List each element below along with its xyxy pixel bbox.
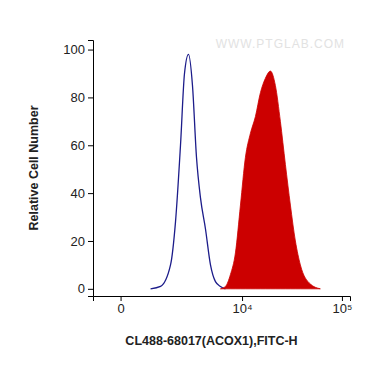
watermark: WWW.PTGLAB.COM [216,37,345,51]
y-tick-mark [88,289,93,290]
y-tick: 80 [71,90,93,105]
x-axis: 0 10⁴ 10⁵ [94,296,353,316]
x-axis-title: CL488-68017(ACOX1),FITC-H [125,334,297,348]
plot-area [151,54,321,288]
y-axis-line [88,41,94,297]
x-tick: 0 [117,296,124,316]
y-tick-label: 0 [78,281,85,296]
y-tick: 60 [71,138,93,153]
chart: WWW.PTGLAB.COM 0 10⁴ 10⁵ 0 20 40 60 80 100 CL488-6… [0,0,370,367]
y-tick: 40 [71,186,93,201]
y-axis-title: Relative Cell Number [27,105,41,230]
histogram-area [220,71,320,289]
x-tick-label: 0 [117,301,124,316]
y-tick: 0 [78,281,93,296]
y-axis: 0 20 40 60 80 100 [63,41,93,297]
y-tick-label: 60 [71,138,85,153]
y-tick-label: 100 [63,42,85,57]
x-tick: 10⁴ [233,296,253,316]
y-tick-label: 40 [71,186,85,201]
x-tick-label: 10⁴ [233,301,253,316]
y-tick: 100 [63,42,93,57]
y-tick-mark [88,97,93,98]
y-tick-mark [88,193,93,194]
y-tick-label: 80 [71,90,85,105]
x-tick: 10⁵ [332,296,352,316]
histogram-line [151,54,226,288]
y-tick-label: 20 [71,234,85,249]
y-tick-mark [88,145,93,146]
x-tick-label: 10⁵ [332,301,352,316]
y-tick-mark [88,241,93,242]
y-tick: 20 [71,234,93,249]
x-axis-line [94,297,351,302]
y-tick-mark [88,50,93,51]
